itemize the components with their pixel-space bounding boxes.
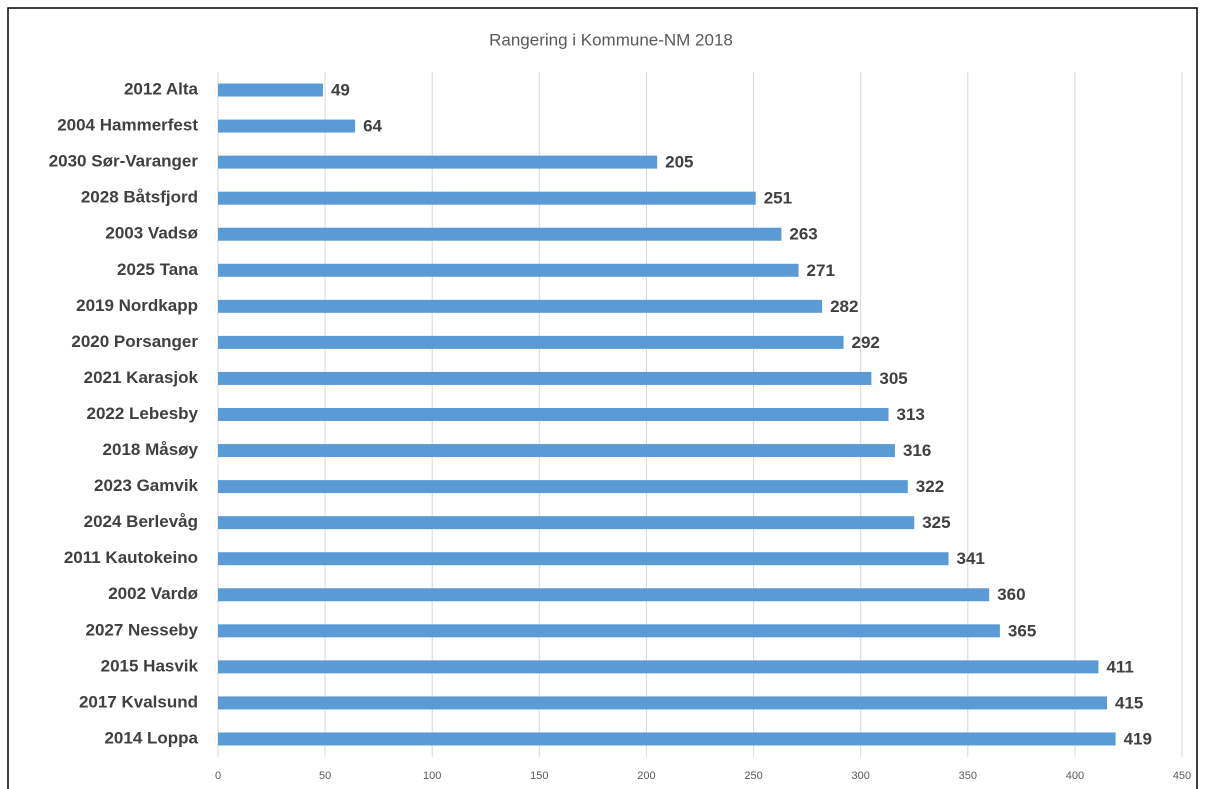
value-label: 292 (852, 333, 880, 352)
y-tick-label: 2002 Vardø (108, 584, 198, 603)
y-tick-label: 2018 Måsøy (103, 440, 199, 459)
x-tick-label: 250 (744, 770, 762, 782)
value-label: 316 (903, 441, 931, 460)
y-tick-label: 2028 Båtsfjord (81, 188, 198, 207)
x-tick-label: 450 (1173, 770, 1191, 782)
y-tick-label: 2024 Berlevåg (84, 512, 198, 531)
y-tick-label: 2019 Nordkapp (76, 296, 198, 315)
bar (218, 624, 1000, 638)
value-label: 313 (897, 405, 925, 424)
y-tick-label: 2012 Alta (124, 80, 199, 99)
y-tick-label: 2022 Lebesby (86, 404, 198, 423)
y-tick-label: 2025 Tana (117, 260, 199, 279)
value-label: 360 (997, 585, 1025, 604)
value-label: 271 (807, 261, 835, 280)
value-label: 282 (830, 297, 858, 316)
value-label: 251 (764, 189, 792, 208)
y-tick-label: 2027 Nesseby (86, 620, 199, 639)
bar (218, 552, 949, 566)
bar (218, 191, 756, 205)
chart-title: Rangering i Kommune-NM 2018 (489, 30, 733, 49)
y-tick-label: 2023 Gamvik (94, 476, 199, 495)
y-tick-label: 2030 Sør-Varanger (49, 152, 199, 171)
y-tick-label: 2003 Vadsø (105, 224, 198, 243)
bar (218, 660, 1099, 674)
value-label: 415 (1115, 693, 1143, 712)
y-tick-label: 2017 Kvalsund (79, 692, 198, 711)
x-tick-label: 0 (215, 770, 221, 782)
bar (218, 263, 799, 277)
x-tick-label: 350 (959, 770, 977, 782)
value-label: 322 (916, 477, 944, 496)
value-label: 305 (879, 369, 907, 388)
x-tick-label: 50 (319, 770, 331, 782)
x-tick-label: 300 (851, 770, 869, 782)
bar (218, 299, 823, 313)
y-tick-label: 2015 Hasvik (101, 656, 199, 675)
bar (218, 155, 658, 169)
bar (218, 444, 895, 458)
value-label: 419 (1124, 729, 1152, 748)
bar (218, 588, 990, 602)
value-label: 64 (363, 117, 382, 136)
bar (218, 732, 1116, 746)
value-label: 263 (789, 225, 817, 244)
value-label: 411 (1106, 657, 1133, 676)
value-label: 205 (665, 153, 693, 172)
y-tick-label: 2020 Porsanger (71, 332, 198, 351)
x-tick-label: 200 (637, 770, 655, 782)
bar (218, 119, 356, 133)
y-tick-label: 2021 Karasjok (84, 368, 199, 387)
bar (218, 480, 908, 494)
value-label: 341 (956, 549, 984, 568)
y-tick-label: 2011 Kautokeino (64, 548, 198, 567)
value-label: 49 (331, 81, 350, 100)
bar (218, 516, 915, 530)
y-tick-label: 2004 Hammerfest (57, 116, 198, 135)
bar (218, 696, 1108, 710)
bar (218, 227, 782, 241)
bar (218, 408, 889, 421)
x-tick-label: 100 (423, 770, 441, 782)
bar (218, 335, 844, 349)
chart-border (7, 7, 1198, 789)
x-tick-label: 400 (1066, 770, 1084, 782)
y-tick-label: 2014 Loppa (104, 728, 198, 747)
bar (218, 371, 872, 385)
x-tick-label: 150 (530, 770, 548, 782)
bar (218, 83, 323, 97)
value-label: 365 (1008, 621, 1036, 640)
value-label: 325 (922, 513, 950, 532)
